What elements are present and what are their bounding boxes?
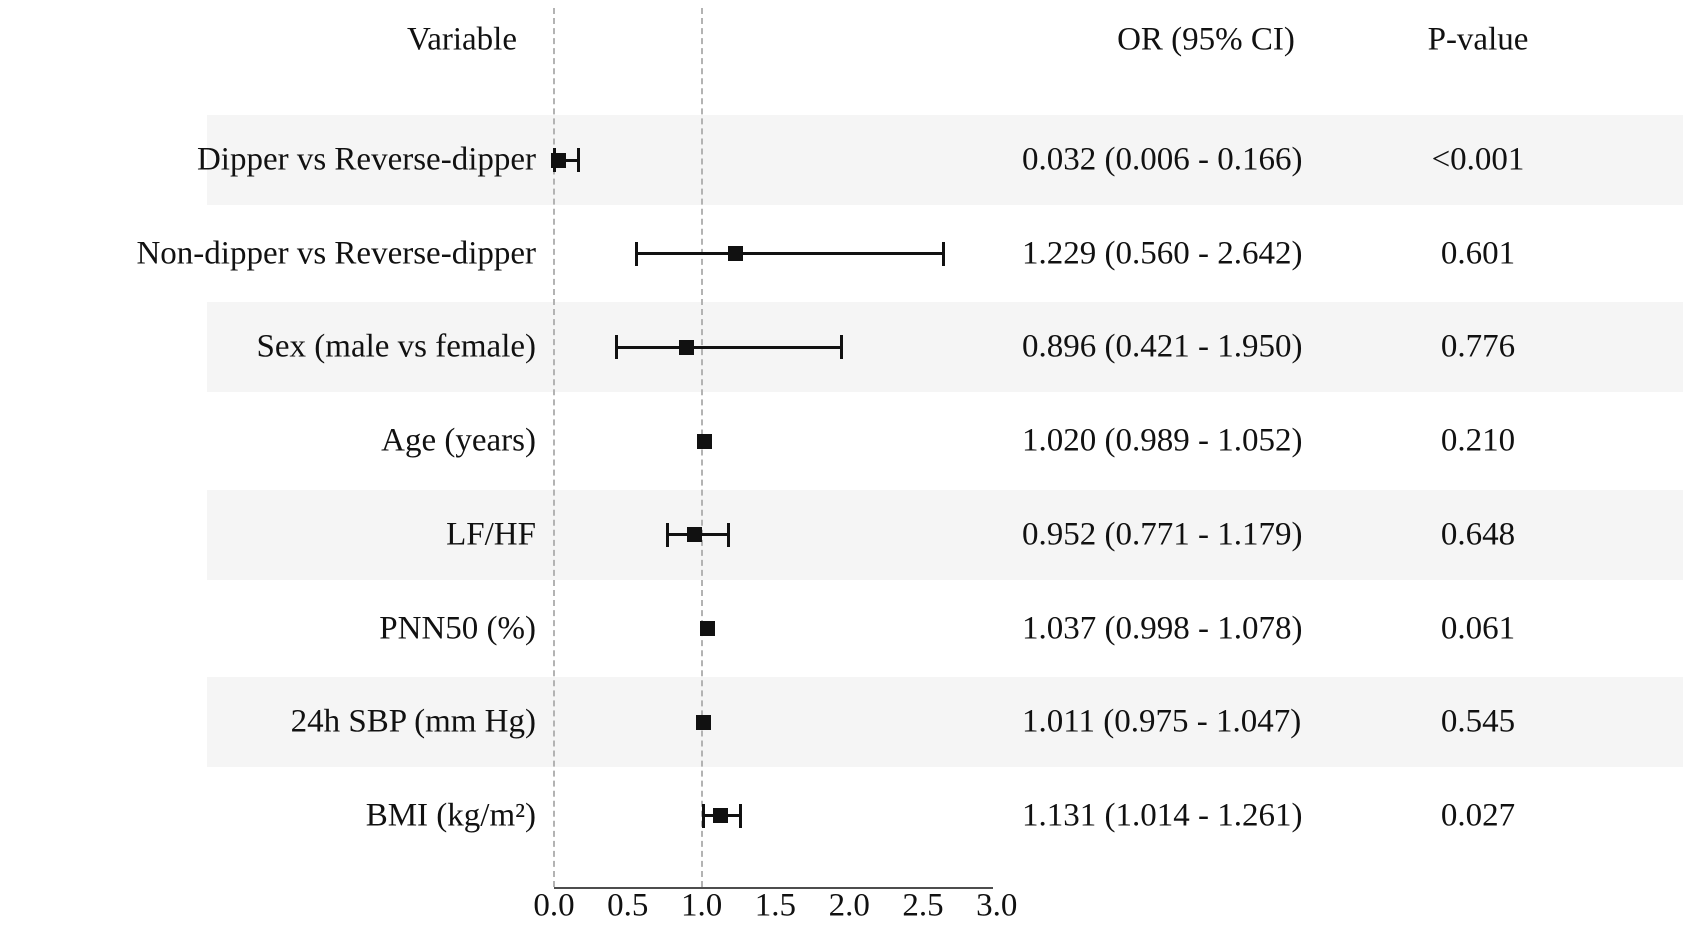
variable-label: BMI (kg/m²) <box>365 797 536 834</box>
or-point-marker <box>695 714 711 730</box>
or-point-marker <box>697 433 713 449</box>
row-band <box>207 115 1683 205</box>
p-value: 0.601 <box>1440 235 1516 272</box>
reference-line <box>553 8 555 887</box>
row-band <box>207 677 1683 768</box>
ci-cap-right <box>726 522 730 547</box>
column-header-p-value: P-value <box>1427 21 1529 58</box>
or-point-marker <box>727 246 743 262</box>
p-value: 0.061 <box>1440 610 1516 646</box>
ci-cap-right <box>942 241 946 266</box>
ci-cap-right <box>738 803 742 828</box>
ci-cap-right <box>840 335 844 360</box>
or-point-marker <box>713 808 729 824</box>
x-axis-tick-label: 3.0 <box>976 887 1018 924</box>
p-value: 0.776 <box>1440 328 1516 365</box>
ci-cap-left <box>666 522 670 547</box>
or-point-marker <box>687 527 702 543</box>
or-ci-value: 1.131 (1.014 - 1.261) <box>1022 797 1303 834</box>
or-ci-value: 1.011 (0.975 - 1.047) <box>1022 703 1302 740</box>
p-value: 0.545 <box>1440 703 1516 740</box>
or-ci-value: 0.952 (0.771 - 1.179) <box>1022 516 1303 553</box>
or-point-marker <box>678 339 694 355</box>
variable-label: Non-dipper vs Reverse-dipper <box>136 235 536 272</box>
ci-cap-left <box>635 241 639 266</box>
ci-cap-left <box>702 803 706 828</box>
x-axis-tick-label: 2.0 <box>828 887 870 924</box>
variable-label: Dipper vs Reverse-dipper <box>196 141 536 178</box>
x-axis-tick-label: 1.0 <box>680 887 723 924</box>
or-ci-value: 1.020 (0.989 - 1.052) <box>1022 422 1303 459</box>
p-value: 0.027 <box>1440 797 1516 834</box>
or-point-marker <box>699 621 715 636</box>
or-ci-value: 0.032 (0.006 - 0.166) <box>1022 141 1303 178</box>
variable-label: Age (years) <box>381 422 536 459</box>
x-axis-tick-label: 0.5 <box>607 887 649 924</box>
or-point-marker <box>551 152 567 168</box>
ci-cap-right <box>577 148 580 172</box>
variable-label: 24h SBP (mm Hg) <box>290 703 536 740</box>
ci-whisker <box>636 252 944 256</box>
ci-cap-left <box>614 335 618 360</box>
variable-label: PNN50 (%) <box>379 610 536 646</box>
x-axis-tick-label: 1.5 <box>754 887 797 924</box>
ci-whisker <box>554 158 579 162</box>
or-ci-value: 1.037 (0.998 - 1.078) <box>1022 610 1303 646</box>
x-axis-tick-label: 0.0 <box>533 887 575 924</box>
or-ci-value: 0.896 (0.421 - 1.950) <box>1022 328 1303 365</box>
column-header-or-ci: OR (95% CI) <box>1117 21 1295 58</box>
row-band <box>207 302 1683 393</box>
or-ci-value: 1.229 (0.560 - 2.642) <box>1022 235 1303 272</box>
p-value: 0.648 <box>1440 516 1516 553</box>
p-value: <0.001 <box>1431 141 1525 178</box>
ci-whisker <box>616 345 842 349</box>
row-band <box>207 489 1683 580</box>
p-value: 0.210 <box>1440 422 1516 459</box>
variable-label: Sex (male vs female) <box>256 328 536 365</box>
x-axis-tick-label: 2.5 <box>902 887 944 924</box>
variable-label: LF/HF <box>446 516 536 553</box>
column-header-variable: Variable <box>407 21 517 58</box>
x-axis-line <box>554 887 993 889</box>
